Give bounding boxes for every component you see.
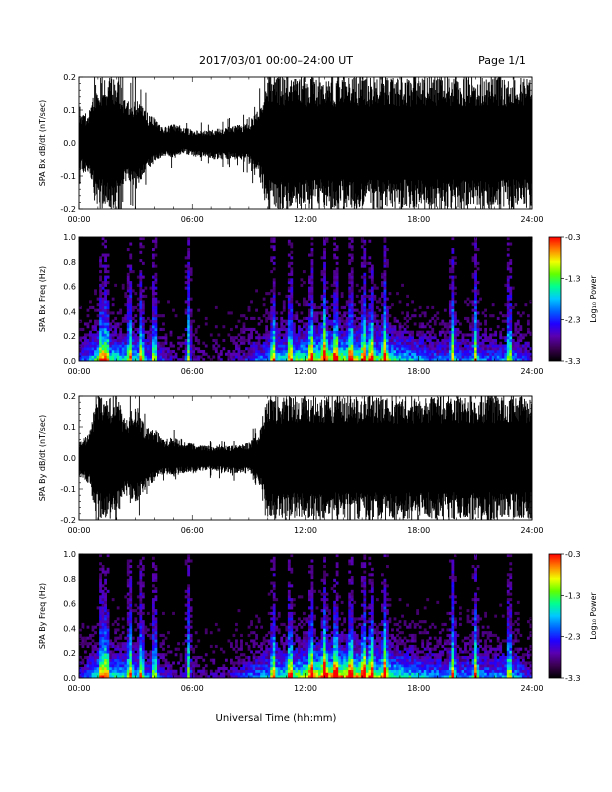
y-tick-label: 0.2 [63,392,76,401]
y-axis-label: SPA Bx dB/dt (nT/sec) [38,100,47,187]
y-axis-label: SPA By dB/dt (nT/sec) [38,415,47,502]
x-tick-label: 00:00 [67,367,90,376]
x-tick-label: 06:00 [181,684,204,693]
x-tick-label: 12:00 [294,526,317,535]
x-tick-label: 00:00 [67,526,90,535]
y-tick-label: 0.2 [63,332,76,341]
colorbar-tick-label: -0.3 [565,233,581,242]
y-axis-label: SPA Bx Freq (Hz) [38,266,47,332]
panels: 0.20.10.0-0.1-0.200:00 06:00 12:00 18:00 24:… [38,73,598,693]
x-tick-label: 06:00 [181,215,204,224]
colorbar [549,554,561,678]
x-tick-label: 12:00 [294,684,317,693]
y-tick-label: 0.2 [63,73,76,82]
colorbar-tick-label: -3.3 [565,357,581,366]
panel-by-waveform: 0.2 0.1 0.0 -0.1 -0.200:00 06:00 12:00 18:00 24:… [38,392,544,535]
waveform-trace [79,396,532,520]
waveform-trace [79,77,532,209]
x-tick-label: 18:00 [407,526,430,535]
x-tick-label: 06:00 [181,526,204,535]
y-tick-label: -0.2 [60,205,76,214]
y-tick-label: 0.6 [63,283,76,292]
colorbar-label: Log₁₀ Power [589,275,598,323]
x-axis-label: Universal Time (hh:mm) [216,713,337,724]
x-tick-label: 24:00 [520,684,543,693]
colorbar-tick-label: -1.3 [565,591,581,600]
page-title: 2017/03/01 00:00–24:00 UT [199,54,353,67]
colorbar-tick-label: -2.3 [565,633,581,642]
spectrogram-cells [79,237,533,362]
y-tick-label: 0.6 [63,600,76,609]
panel-by-spectrogram: -0.3 -1.3 -2.3 -3.3 Log₁₀ Power 1.0 0.8 0.6 0.4 0… [38,550,598,693]
y-tick-label: 1.0 [63,233,76,242]
y-tick-label: 0.0 [63,139,76,148]
x-tick-label: 12:00 [294,367,317,376]
colorbar-tick-label: -0.3 [565,550,581,559]
x-tick-label: 18:00 [407,215,430,224]
spectrogram-cells [79,554,533,679]
y-tick-label: 0.1 [63,423,76,432]
colorbar [549,237,561,361]
y-tick-label: 0.4 [63,307,76,316]
y-tick-label: 0.2 [63,649,76,658]
y-tick-label: 0.8 [63,258,76,267]
y-tick-label: 0.0 [63,674,76,683]
x-tick-label: 18:00 [407,367,430,376]
panel-bx-waveform: 0.2 0.1 0.0 -0.1 -0.200:00 06:00 12:00 18:00 24:… [38,73,544,224]
y-tick-label: -0.2 [60,516,76,525]
x-tick-label: 24:00 [520,367,543,376]
y-tick-label: 0.4 [63,624,76,633]
page-number: Page 1/1 [478,54,526,67]
x-tick-label: 06:00 [181,367,204,376]
x-tick-label: 24:00 [520,526,543,535]
y-tick-label: 1.0 [63,550,76,559]
y-tick-label: -0.1 [60,485,76,494]
colorbar-frame [548,553,562,679]
y-axis-label: SPA By Freq (Hz) [38,583,47,649]
x-tick-label: 12:00 [294,215,317,224]
y-tick-label: 0.1 [63,106,76,115]
colorbar-tick-label: -2.3 [565,316,581,325]
y-tick-label: 0.0 [63,454,76,463]
panel-bx-spectrogram: -0.3 -1.3 -2.3 -3.3 Log₁₀ Power 1.0 0.8 0.6 0.4 0… [38,233,598,376]
x-tick-label: 18:00 [407,684,430,693]
y-tick-label: 0.0 [63,357,76,366]
y-tick-label: 0.8 [63,575,76,584]
x-tick-label: 00:00 [67,215,90,224]
x-tick-label: 00:00 [67,684,90,693]
colorbar-frame [548,236,562,362]
colorbar-tick-label: -1.3 [565,274,581,283]
colorbar-label: Log₁₀ Power [589,592,598,640]
x-tick-label: 24:00 [520,215,543,224]
y-tick-label: -0.1 [60,172,76,181]
colorbar-tick-label: -3.3 [565,674,581,683]
